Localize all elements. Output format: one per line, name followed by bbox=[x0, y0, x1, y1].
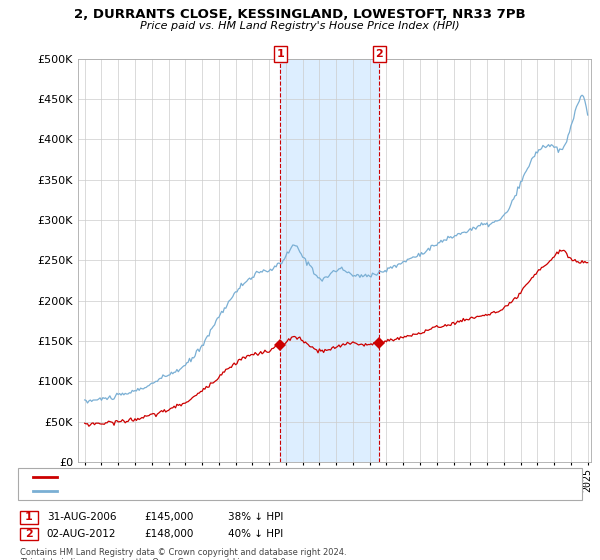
Bar bbox=[280, 59, 379, 462]
Text: 02-AUG-2012: 02-AUG-2012 bbox=[47, 529, 116, 539]
Text: 2: 2 bbox=[25, 529, 32, 539]
Text: 2, DURRANTS CLOSE, KESSINGLAND, LOWESTOFT, NR33 7PB (detached house): 2, DURRANTS CLOSE, KESSINGLAND, LOWESTOF… bbox=[63, 472, 457, 482]
Text: 38% ↓ HPI: 38% ↓ HPI bbox=[228, 512, 283, 522]
Text: 2, DURRANTS CLOSE, KESSINGLAND, LOWESTOFT, NR33 7PB: 2, DURRANTS CLOSE, KESSINGLAND, LOWESTOF… bbox=[74, 8, 526, 21]
Text: Price paid vs. HM Land Registry's House Price Index (HPI): Price paid vs. HM Land Registry's House … bbox=[140, 21, 460, 31]
Text: 31-AUG-2006: 31-AUG-2006 bbox=[47, 512, 116, 522]
Text: £148,000: £148,000 bbox=[144, 529, 193, 539]
Text: 2: 2 bbox=[376, 49, 383, 59]
Text: £145,000: £145,000 bbox=[144, 512, 193, 522]
Text: 40% ↓ HPI: 40% ↓ HPI bbox=[228, 529, 283, 539]
Text: 1: 1 bbox=[277, 49, 284, 59]
Text: Contains HM Land Registry data © Crown copyright and database right 2024.
This d: Contains HM Land Registry data © Crown c… bbox=[20, 548, 346, 560]
Text: 1: 1 bbox=[25, 512, 32, 522]
Text: HPI: Average price, detached house, East Suffolk: HPI: Average price, detached house, East… bbox=[63, 486, 307, 496]
